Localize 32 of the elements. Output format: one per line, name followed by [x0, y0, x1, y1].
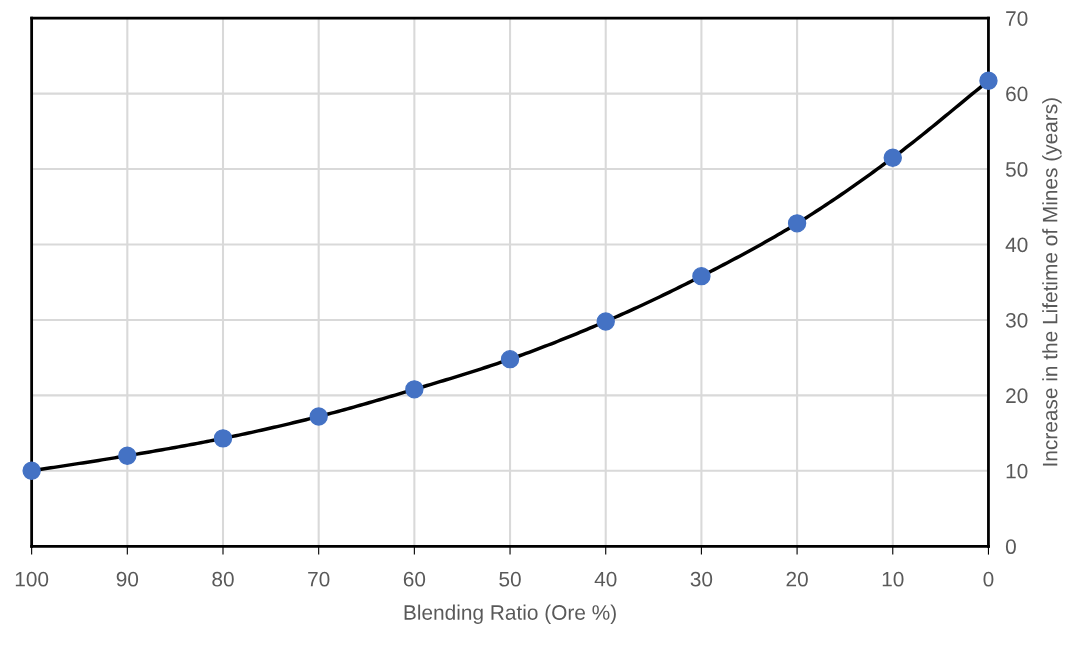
point	[787, 214, 807, 233]
point	[309, 407, 328, 426]
x-tick-label: 100	[15, 571, 49, 587]
point	[883, 148, 902, 167]
y-tick-label: 50	[1005, 162, 1028, 177]
y-tick-label: 60	[1006, 86, 1028, 102]
x-tick-label: 60	[403, 571, 426, 587]
point	[118, 446, 137, 465]
x-tick-label: 30	[690, 571, 713, 587]
point	[500, 349, 520, 369]
x-tick-label: 70	[308, 571, 330, 587]
y-tick-label: 20	[1006, 388, 1028, 404]
x-tick-label: 90	[116, 571, 139, 587]
x-tick-label: 0	[983, 571, 994, 587]
x-tick-label: 80	[212, 571, 234, 587]
y-tick-label: 70	[1006, 11, 1028, 26]
y-tick-label: 10	[1006, 463, 1028, 479]
x-axis-title: Blending Ratio (Ore %)	[404, 604, 616, 624]
x-tick-label: 50	[499, 571, 521, 587]
y-tick-label: 30	[1005, 312, 1028, 328]
y-tick-label: 40	[1005, 237, 1028, 253]
point	[596, 312, 615, 331]
y-tick-label: 0	[1005, 539, 1016, 555]
point	[692, 266, 711, 286]
point	[213, 429, 233, 448]
y-axis-title: Increase in the Lifetime of Mines (years)	[1042, 98, 1062, 466]
x-tick-label: 20	[786, 571, 808, 587]
point	[979, 71, 998, 90]
x-tick-label: 40	[594, 571, 617, 587]
point	[22, 461, 41, 481]
point	[405, 380, 424, 399]
x-tick-label: 10	[882, 571, 904, 587]
